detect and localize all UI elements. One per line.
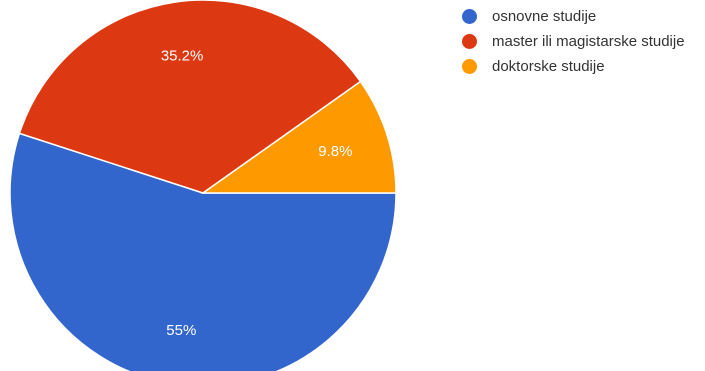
legend-swatch-2 (462, 59, 477, 74)
pie-slices (9, 0, 397, 371)
pie-slice-label-0: 55% (166, 322, 196, 339)
pie-slice-label-2: 9.8% (318, 143, 352, 160)
legend-label-1: master ili magistarske studije (492, 33, 685, 50)
legend-swatch-0 (462, 9, 477, 24)
legend-item-2: doktorske studije (462, 56, 702, 77)
legend-swatch-1 (462, 34, 477, 49)
chart-legend: osnovne studije master ili magistarske st… (462, 6, 702, 81)
legend-item-1: master ili magistarske studije (462, 31, 702, 52)
pie-slice-1 (18, 0, 362, 194)
legend-label-0: osnovne studije (492, 8, 597, 25)
pie-slice-label-1: 35.2% (161, 48, 204, 65)
pie-slice-2 (200, 80, 397, 194)
pie-slice-0 (9, 132, 397, 371)
legend-item-0: osnovne studije (462, 6, 702, 27)
legend-label-2: doktorske studije (492, 58, 605, 75)
pie-labels: 55% 35.2% 9.8% (161, 48, 353, 340)
